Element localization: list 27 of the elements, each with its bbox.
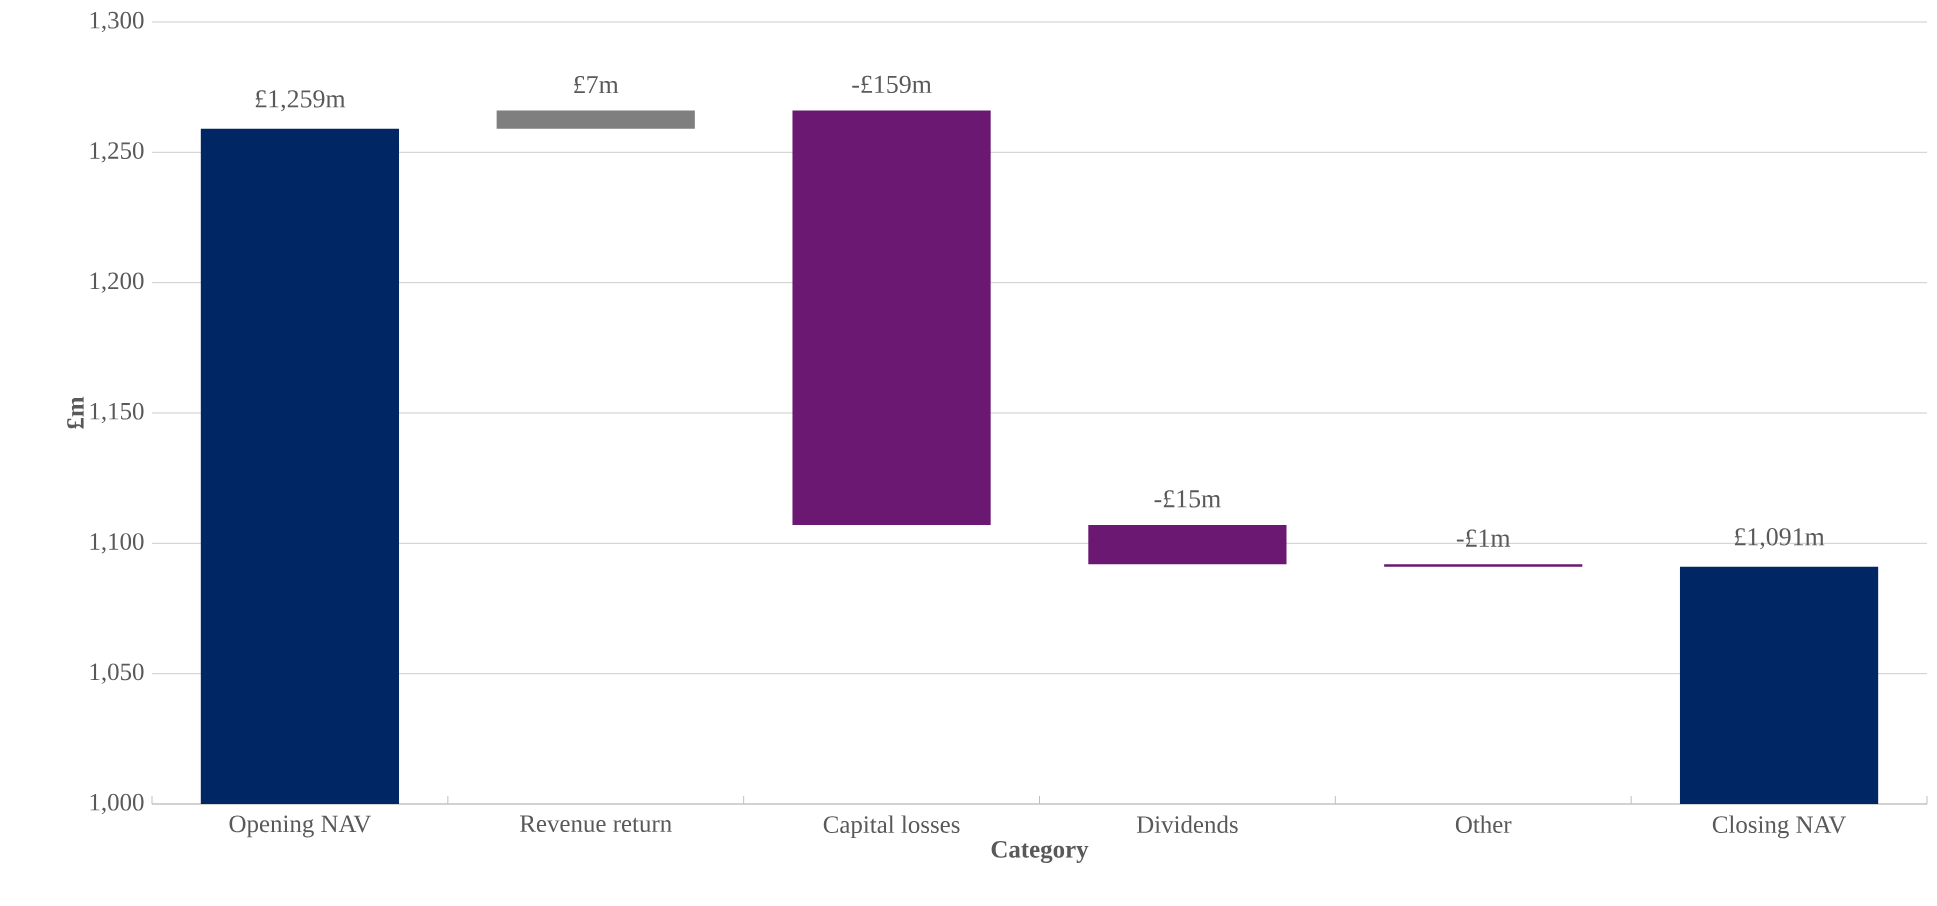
data-label: -£159m	[852, 75, 932, 94]
bar	[200, 128, 400, 804]
y-tick-label: 1,250	[90, 142, 144, 163]
y-tick-label: 1,050	[90, 663, 144, 684]
x-axis-title: Category	[991, 841, 1089, 864]
y-tick-label: 1,000	[90, 793, 144, 815]
data-label: £1,259m	[255, 90, 346, 112]
data-label: -£15m	[1154, 490, 1221, 508]
bar	[1384, 564, 1583, 567]
y-tick-label: 1,150	[90, 402, 144, 424]
bar	[1088, 525, 1287, 565]
bar	[792, 110, 991, 526]
x-tick-label: Dividends	[1136, 815, 1238, 834]
data-label: £7m	[574, 75, 619, 94]
x-tick-label: Capital losses	[823, 815, 960, 839]
x-tick-label: Revenue return	[520, 815, 672, 833]
data-label: -£1m	[1456, 529, 1511, 547]
y-axis-title: £m	[67, 396, 84, 429]
bar	[496, 110, 695, 129]
y-tick-label: 1,200	[90, 272, 144, 293]
bar	[1679, 566, 1879, 804]
y-tick-label: 1,100	[90, 533, 144, 554]
x-tick-label: Opening NAV	[229, 815, 372, 838]
data-label: £1,091m	[1734, 528, 1825, 550]
x-tick-label: Other	[1455, 815, 1512, 834]
y-tick-label: 1,300	[90, 11, 144, 33]
x-tick-label: Closing NAV	[1712, 815, 1847, 839]
